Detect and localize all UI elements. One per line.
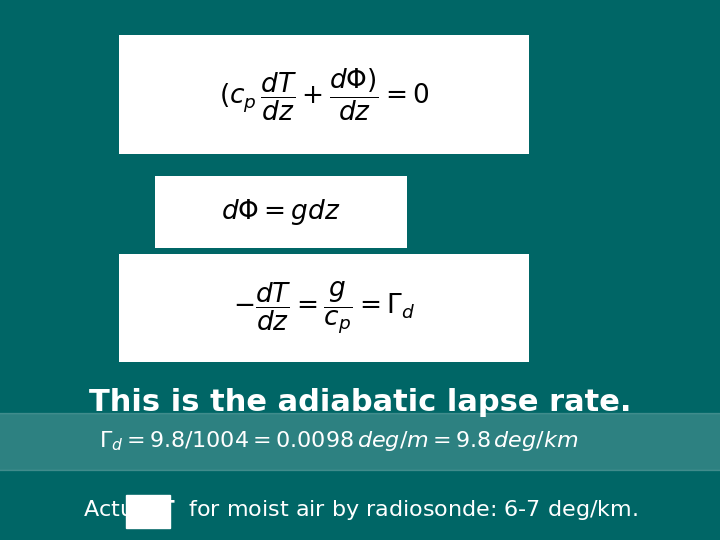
Text: This is the adiabatic lapse rate.: This is the adiabatic lapse rate.: [89, 388, 631, 417]
Text: Actual $\mathbf{\Gamma}$  for moist air by radiosonde: 6-7 deg/km.: Actual $\mathbf{\Gamma}$ for moist air b…: [83, 498, 637, 522]
FancyBboxPatch shape: [155, 176, 407, 248]
FancyBboxPatch shape: [0, 413, 720, 470]
FancyBboxPatch shape: [126, 495, 170, 528]
Text: $d\Phi = gdz$: $d\Phi = gdz$: [221, 197, 341, 227]
Text: $-\dfrac{dT}{dz} = \dfrac{g}{c_p} = \Gamma_d$: $-\dfrac{dT}{dz} = \dfrac{g}{c_p} = \Gam…: [233, 280, 415, 336]
FancyBboxPatch shape: [119, 254, 529, 362]
Text: $\Gamma_d = 9.8/1004 = 0.0098\,deg/m = 9.8\,deg/km$: $\Gamma_d = 9.8/1004 = 0.0098\,deg/m = 9…: [99, 429, 578, 454]
FancyBboxPatch shape: [119, 35, 529, 154]
Text: $(c_p\,\dfrac{dT}{dz} + \dfrac{d\Phi)}{dz} = 0$: $(c_p\,\dfrac{dT}{dz} + \dfrac{d\Phi)}{d…: [219, 66, 429, 123]
